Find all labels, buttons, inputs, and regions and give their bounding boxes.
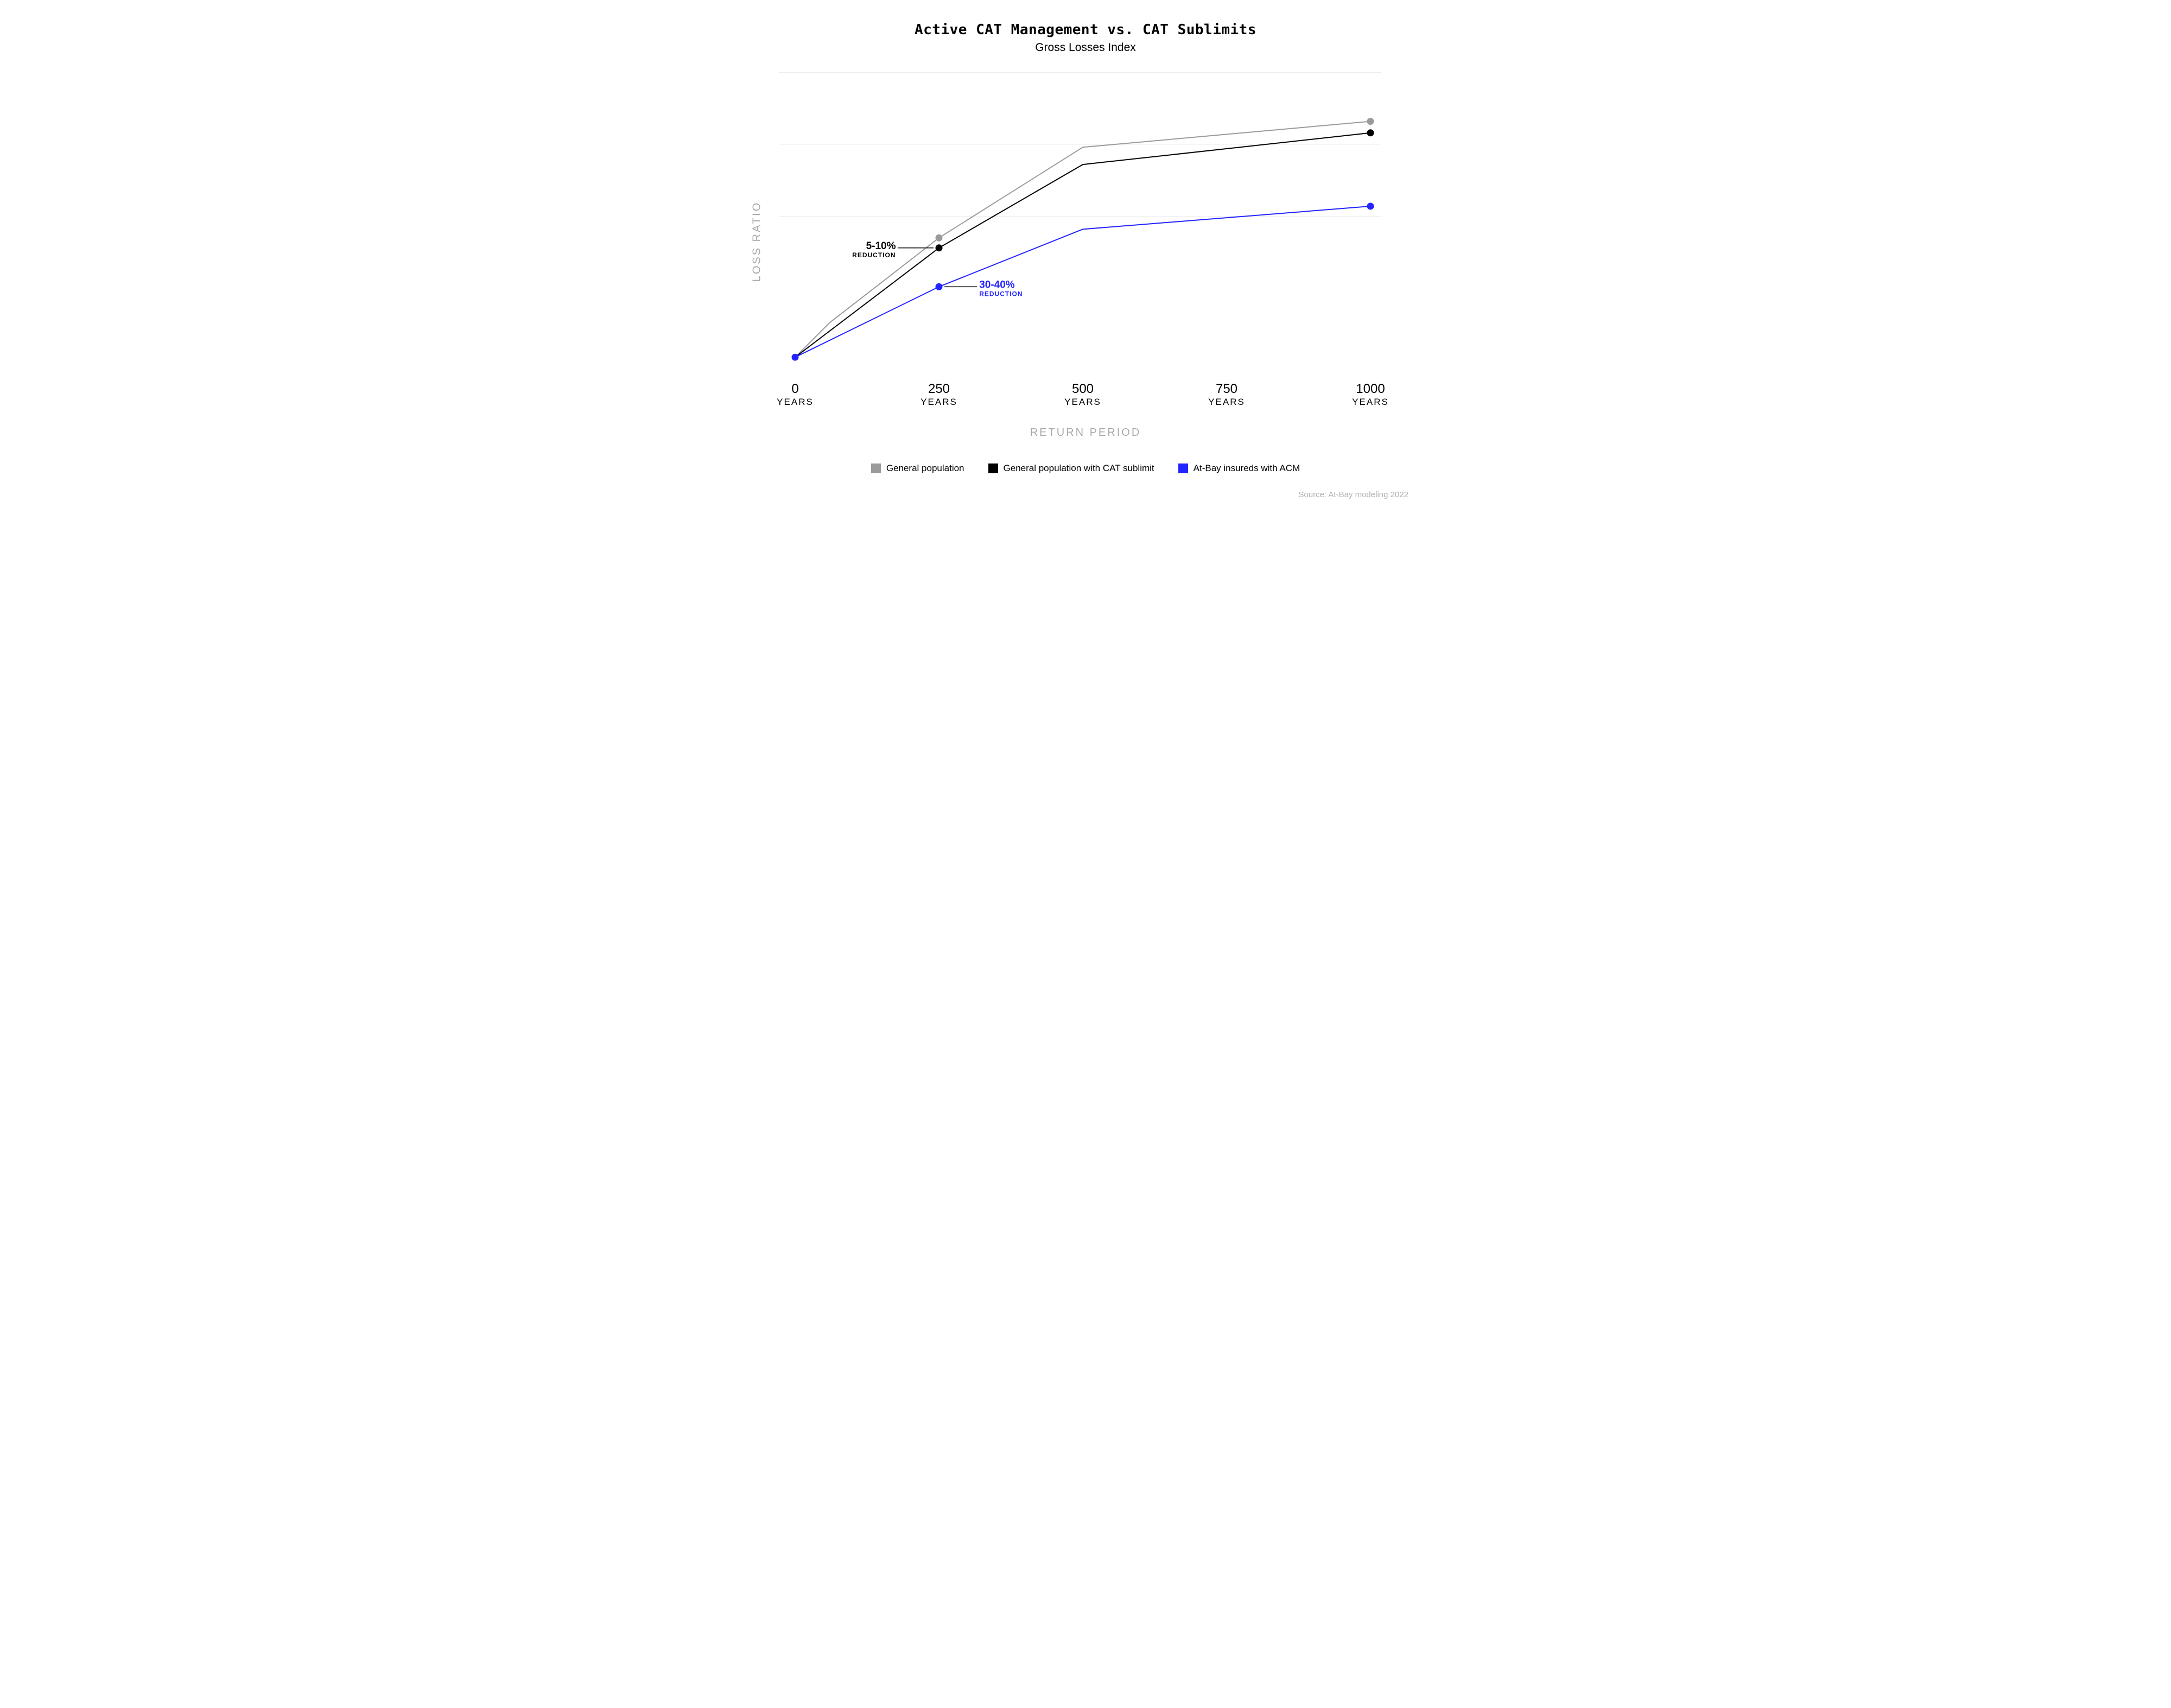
series-marker-general (1367, 118, 1374, 125)
annotation-main-reduction_blue: 30-40% (979, 279, 1015, 290)
legend-label: At-Bay insureds with ACM (1194, 463, 1300, 474)
x-tick-unit: YEARS (1208, 397, 1245, 407)
source-attribution: Source: At-Bay modeling 2022 (763, 490, 1408, 499)
x-tick-number: 250 (928, 382, 950, 396)
legend-swatch-icon (988, 463, 998, 473)
x-tick-unit: YEARS (1064, 397, 1101, 407)
series-marker-general (936, 234, 943, 242)
x-tick-unit: YEARS (777, 397, 814, 407)
legend-item-sublimit: General population with CAT sublimit (988, 463, 1154, 474)
legend-label: General population with CAT sublimit (1004, 463, 1154, 474)
series-marker-sublimit (1367, 129, 1374, 136)
x-tick-number: 500 (1072, 382, 1094, 396)
y-axis-label: LOSS RATIO (751, 201, 764, 282)
legend-item-acm: At-Bay insureds with ACM (1178, 463, 1300, 474)
x-tick-unit: YEARS (921, 397, 957, 407)
legend: General population General population wit… (763, 463, 1408, 474)
x-tick-unit: YEARS (1352, 397, 1389, 407)
x-axis-label: RETURN PERIOD (763, 427, 1408, 439)
annotation-main-reduction_black: 5-10% (866, 240, 896, 252)
annotation-sub-reduction_blue: REDUCTION (979, 290, 1023, 297)
legend-label: General population (886, 463, 964, 474)
x-tick-number: 750 (1216, 382, 1237, 396)
chart-subtitle: Gross Losses Index (763, 41, 1408, 54)
series-line-general (795, 122, 1370, 358)
x-tick-number: 0 (791, 382, 798, 396)
chart-container: Active CAT Management vs. CAT Sublimits … (741, 0, 1430, 516)
line-chart: 0YEARS250YEARS500YEARS750YEARS1000YEARS5… (763, 71, 1392, 412)
series-marker-sublimit (936, 244, 943, 251)
annotation-sub-reduction_black: REDUCTION (852, 251, 896, 259)
series-line-acm (795, 206, 1370, 357)
x-tick-number: 1000 (1356, 382, 1385, 396)
legend-item-general: General population (871, 463, 964, 474)
series-marker-acm (792, 354, 799, 361)
legend-swatch-icon (871, 463, 881, 473)
series-marker-acm (936, 283, 943, 290)
chart-plot-wrap: LOSS RATIO 0YEARS250YEARS500YEARS750YEAR… (763, 71, 1408, 412)
series-marker-acm (1367, 202, 1374, 209)
chart-title: Active CAT Management vs. CAT Sublimits (763, 22, 1408, 38)
legend-swatch-icon (1178, 463, 1188, 473)
